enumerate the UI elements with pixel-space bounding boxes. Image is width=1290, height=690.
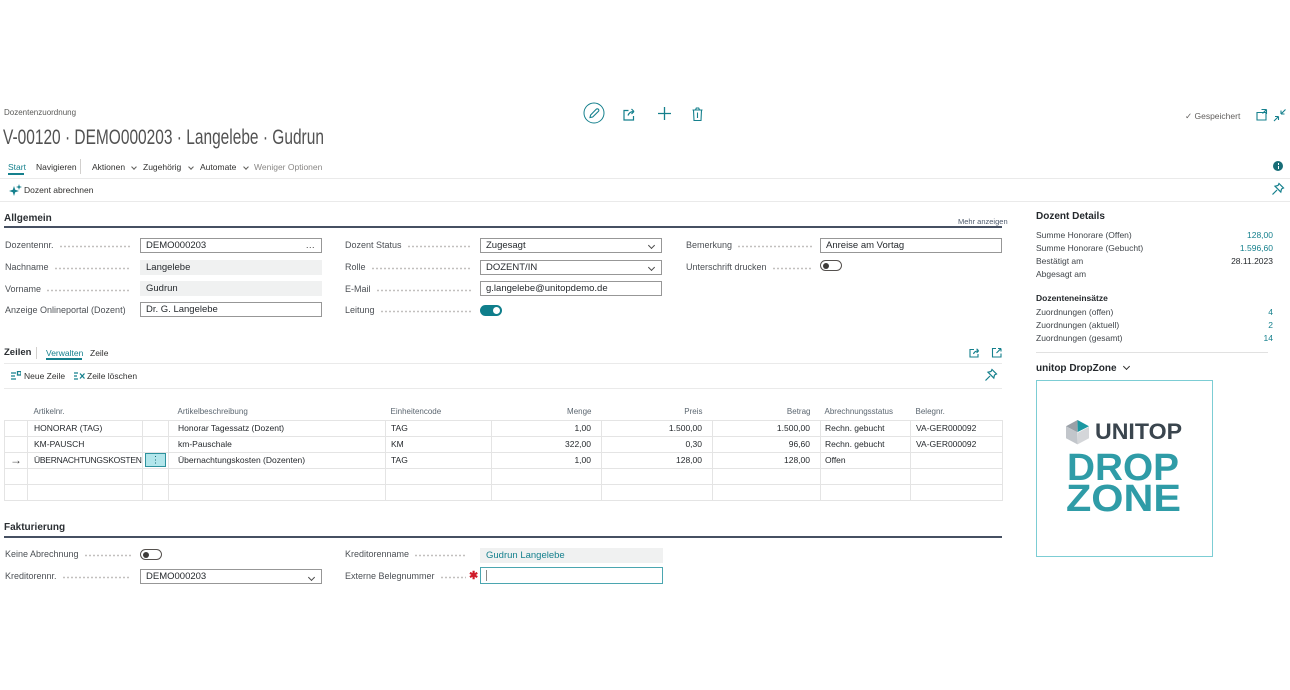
svg-text:UNITOP: UNITOP <box>1095 419 1182 444</box>
svg-text:ZONE: ZONE <box>1066 478 1181 520</box>
svg-text:DROP: DROP <box>1067 447 1179 489</box>
